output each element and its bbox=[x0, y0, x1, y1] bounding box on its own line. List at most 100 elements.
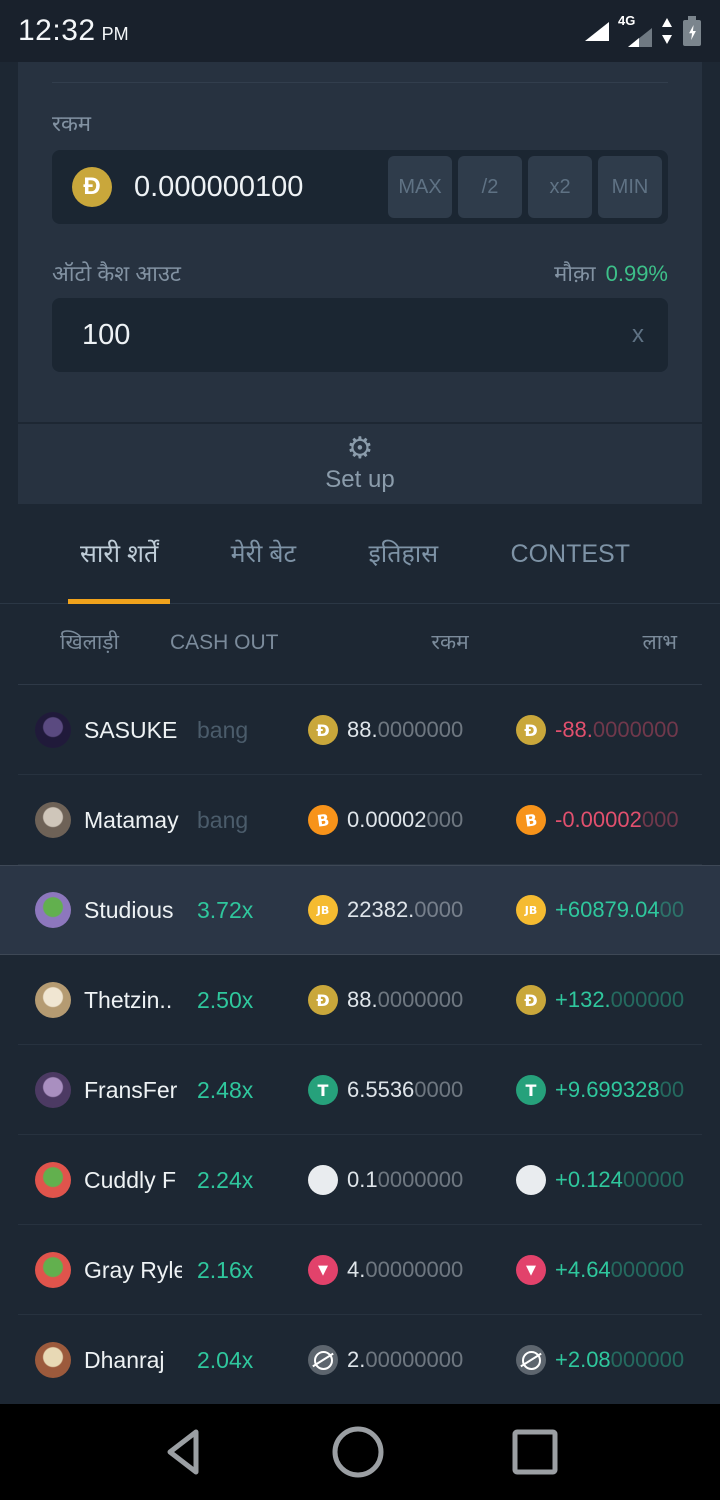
coin-icon bbox=[516, 1165, 546, 1195]
profit-trailing: 000000 bbox=[610, 1257, 685, 1282]
bet-amount: B 0.00002000 bbox=[308, 775, 463, 865]
avatar bbox=[35, 892, 71, 928]
auto-cashout-input[interactable] bbox=[80, 317, 632, 353]
profit-main: +4.64 bbox=[555, 1257, 611, 1282]
coin-icon: JB bbox=[308, 895, 338, 925]
avatar bbox=[35, 1342, 71, 1378]
cashout-value: 2.50x bbox=[197, 987, 254, 1013]
bet-amount: JB 22382.0000 bbox=[308, 865, 463, 955]
player-name: FransFer bbox=[84, 1077, 178, 1103]
cashout-value: 2.24x bbox=[197, 1167, 254, 1193]
column-header-cashout: CASH OUT bbox=[170, 631, 279, 654]
bet-profit: JB +60879.0400 bbox=[516, 865, 684, 955]
cashout-value: bang bbox=[197, 807, 249, 833]
bet-profit: +0.12400000 bbox=[516, 1135, 684, 1225]
network-type-label: 4G bbox=[618, 13, 636, 28]
avatar bbox=[35, 1072, 71, 1108]
amount-input[interactable] bbox=[132, 169, 388, 205]
amount-trailing: 0000 bbox=[414, 897, 464, 922]
table-row[interactable]: Thetzin.. 2.50x Đ 88.0000000 Đ +132.0000… bbox=[0, 955, 720, 1045]
column-header-amount: रकम bbox=[431, 631, 469, 654]
avatar bbox=[35, 982, 71, 1018]
back-icon[interactable] bbox=[160, 1426, 206, 1478]
recents-icon[interactable] bbox=[510, 1427, 560, 1477]
player-name: Matamay bbox=[84, 807, 179, 833]
status-bar: 12:32 PM 4G bbox=[0, 0, 720, 62]
auto-cashout-labels: ऑटो कैश आउट मौक़ा 0.99% bbox=[52, 258, 668, 288]
amount-trailing: 00000000 bbox=[365, 1257, 464, 1282]
profit-main: +60879.04 bbox=[555, 897, 660, 922]
tab-1[interactable]: मेरी बेट bbox=[230, 539, 297, 568]
bet-profit: Đ -88.0000000 bbox=[516, 685, 679, 775]
setup-button[interactable]: ⚙ Set up bbox=[18, 424, 702, 504]
tab-0[interactable]: सारी शर्तें bbox=[67, 504, 171, 604]
table-row[interactable]: SASUKE bang Đ 88.0000000 Đ -88.0000000 bbox=[0, 685, 720, 775]
quick-bet-button-max[interactable]: MAX bbox=[388, 156, 452, 218]
table-row[interactable]: Gray Ryle 2.16x ▼ 4.00000000 ▼ +4.640000… bbox=[0, 1225, 720, 1315]
signal-icon bbox=[585, 21, 609, 41]
auto-cashout-field: x bbox=[52, 298, 668, 372]
table-header: खिलाड़ी CASH OUT रकम लाभ bbox=[0, 604, 720, 685]
amount-main: 0.00002 bbox=[347, 807, 427, 832]
amount-main: 88. bbox=[347, 717, 378, 742]
coin-icon bbox=[308, 1165, 338, 1195]
bet-profit: +2.08000000 bbox=[516, 1315, 684, 1405]
multiplier-unit: x bbox=[632, 321, 644, 348]
clock: 12:32 bbox=[18, 14, 96, 47]
amount-trailing: 0000 bbox=[414, 1077, 464, 1102]
data-activity-icon bbox=[662, 18, 672, 44]
column-header-player: खिलाड़ी bbox=[60, 631, 119, 654]
quick-bet-button-min[interactable]: MIN bbox=[598, 156, 662, 218]
table-row[interactable]: FransFer 2.48x T 6.55360000 T +9.6993280… bbox=[0, 1045, 720, 1135]
auto-cashout-label: ऑटो कैश आउट bbox=[52, 261, 182, 286]
chance-word: मौक़ा bbox=[554, 261, 596, 286]
player-name: SASUKE bbox=[84, 717, 178, 743]
quick-bet-button-2[interactable]: /2 bbox=[458, 156, 522, 218]
cashout-value: 2.04x bbox=[197, 1347, 254, 1373]
amount-main: 6.5536 bbox=[347, 1077, 415, 1102]
coin-icon bbox=[308, 1345, 338, 1375]
coin-icon: T bbox=[308, 1075, 338, 1105]
coin-icon: B bbox=[308, 805, 338, 835]
profit-trailing: 0000000 bbox=[592, 717, 679, 742]
amount-label: रकम bbox=[52, 111, 92, 136]
table-row[interactable]: Dhanraj 2.04x 2.00000000 +2.08000000 bbox=[0, 1315, 720, 1405]
cellular-4g-icon: 4G bbox=[618, 13, 652, 49]
table-row[interactable]: Matamay bang B 0.00002000 B -0.00002000 bbox=[0, 775, 720, 865]
battery-charging-icon bbox=[682, 14, 702, 48]
chance-label: मौक़ा 0.99% bbox=[554, 258, 668, 288]
coin-icon: T bbox=[516, 1075, 546, 1105]
amount-trailing: 0000000 bbox=[377, 1167, 464, 1192]
profit-main: +2.08 bbox=[555, 1347, 611, 1372]
tab-2[interactable]: इतिहास bbox=[368, 539, 439, 568]
tab-3[interactable]: CONTEST bbox=[510, 539, 630, 568]
profit-trailing: 000000 bbox=[610, 1347, 685, 1372]
charging-bolt-icon bbox=[689, 25, 696, 40]
player-name: Dhanraj bbox=[84, 1347, 165, 1373]
bets-table: SASUKE bang Đ 88.0000000 Đ -88.0000000 M… bbox=[0, 685, 720, 1405]
quick-bet-buttons: MAX/2 x2 MIN bbox=[388, 156, 662, 218]
amount-main: 2. bbox=[347, 1347, 366, 1372]
home-icon[interactable] bbox=[330, 1424, 386, 1480]
profit-trailing: 000 bbox=[641, 807, 679, 832]
amount-trailing: 000 bbox=[426, 807, 464, 832]
amount-main: 0.1 bbox=[347, 1167, 378, 1192]
coin-icon: Đ bbox=[308, 715, 338, 745]
coin-icon: JB bbox=[516, 895, 546, 925]
bet-amount: T 6.55360000 bbox=[308, 1045, 463, 1135]
coin-icon: B bbox=[516, 805, 546, 835]
profit-main: +9.699328 bbox=[555, 1077, 660, 1102]
bet-amount: 0.10000000 bbox=[308, 1135, 463, 1225]
table-row[interactable]: Cuddly F 2.24x 0.10000000 +0.12400000 bbox=[0, 1135, 720, 1225]
coin-icon: ▼ bbox=[516, 1255, 546, 1285]
profit-trailing: 000000 bbox=[610, 987, 685, 1012]
panel-divider bbox=[52, 82, 668, 83]
avatar bbox=[35, 1162, 71, 1198]
profit-trailing: 00 bbox=[659, 897, 685, 922]
clock-meridiem: PM bbox=[101, 23, 129, 44]
table-row[interactable]: Studious 3.72x JB 22382.0000 JB +60879.0… bbox=[0, 865, 720, 955]
amount-trailing: 0000000 bbox=[377, 717, 464, 742]
quick-bet-button-x2[interactable]: x2 bbox=[528, 156, 592, 218]
amount-trailing: 00000000 bbox=[365, 1347, 464, 1372]
amount-main: 22382. bbox=[347, 897, 415, 922]
